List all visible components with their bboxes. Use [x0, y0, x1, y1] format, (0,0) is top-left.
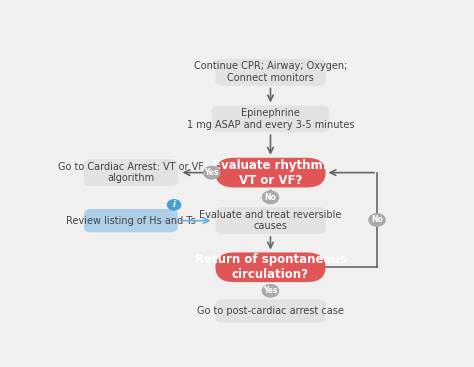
Circle shape: [204, 166, 220, 179]
FancyBboxPatch shape: [84, 159, 178, 186]
Text: Continue CPR; Airway; Oxygen;
Connect monitors: Continue CPR; Airway; Oxygen; Connect mo…: [194, 62, 347, 83]
Text: Epinephrine
1 mg ASAP and every 3-5 minutes: Epinephrine 1 mg ASAP and every 3-5 minu…: [187, 108, 354, 130]
FancyBboxPatch shape: [215, 158, 326, 188]
FancyBboxPatch shape: [84, 209, 178, 232]
Text: Yes: Yes: [263, 286, 278, 295]
Text: Evaluate and treat reversible
causes: Evaluate and treat reversible causes: [199, 210, 342, 232]
Text: i: i: [173, 200, 175, 209]
Text: Return of spontaneous
circulation?: Return of spontaneous circulation?: [195, 253, 346, 281]
Circle shape: [167, 200, 181, 210]
Text: No: No: [264, 193, 276, 202]
Text: Go to Cardiac Arrest: VT or VF
algorithm: Go to Cardiac Arrest: VT or VF algorithm: [58, 162, 204, 184]
Text: Yes: Yes: [204, 168, 219, 177]
FancyBboxPatch shape: [215, 207, 326, 234]
Circle shape: [369, 214, 385, 226]
Text: Go to post-cardiac arrest case: Go to post-cardiac arrest case: [197, 306, 344, 316]
FancyBboxPatch shape: [215, 299, 326, 323]
Text: Review listing of Hs and Ts: Review listing of Hs and Ts: [66, 216, 196, 226]
Circle shape: [263, 191, 279, 204]
FancyBboxPatch shape: [212, 105, 329, 132]
Text: No: No: [371, 215, 383, 225]
Text: Evaluate rhythm:
VT or VF?: Evaluate rhythm: VT or VF?: [213, 159, 328, 186]
FancyBboxPatch shape: [215, 252, 326, 282]
Circle shape: [263, 284, 279, 297]
FancyBboxPatch shape: [215, 59, 326, 86]
